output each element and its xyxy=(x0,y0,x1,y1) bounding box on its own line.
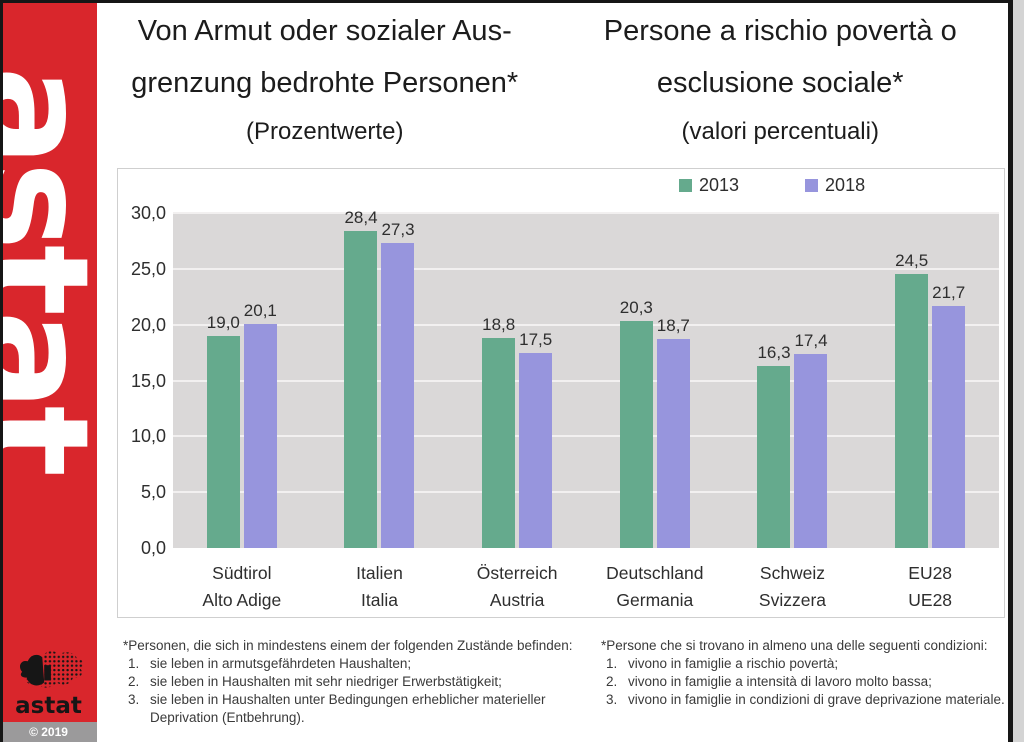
y-tick-label: 15,0 xyxy=(130,370,166,391)
bar-value-label: 17,4 xyxy=(794,330,828,350)
bar-2018-südtirol: 20,1 xyxy=(244,301,277,548)
footnote-italian-item: 3. vivono in famiglie in condizioni di g… xyxy=(606,692,1005,707)
bar-2018-eu28: 21,7 xyxy=(932,283,965,548)
slide-right-border xyxy=(1008,0,1013,742)
x-category-label-deutschland: Deutschland Germania xyxy=(606,563,704,610)
y-tick-label: 25,0 xyxy=(130,258,166,279)
bar-value-label: 17,5 xyxy=(519,329,553,349)
title-area: Von Armut oder sozialer Aus- grenzung be… xyxy=(97,0,1008,149)
gridline xyxy=(173,267,999,270)
slide-top-border xyxy=(0,0,1024,3)
bar-group-österreich: 18,8 17,5 xyxy=(448,213,586,548)
title-italian-line2: esclusione sociale* xyxy=(656,67,904,99)
chart-legend: 2013 2018 xyxy=(679,175,865,196)
title-german-line1: Von Armut oder sozialer Aus- xyxy=(137,15,512,47)
x-category-label-schweiz: Schweiz Svizzera xyxy=(758,563,827,610)
bar-2018-italien: 27,3 xyxy=(381,220,415,548)
title-german: Von Armut oder sozialer Aus- grenzung be… xyxy=(97,5,553,149)
legend-label: 2018 xyxy=(825,175,866,195)
bar-2013-österreich: 18,8 xyxy=(482,315,515,548)
bar-group-eu28: 24,5 21,7 xyxy=(861,213,999,548)
bar-group-schweiz: 16,3 17,4 xyxy=(724,213,862,548)
bar-2018-schweiz: 17,4 xyxy=(794,331,828,548)
gridline xyxy=(173,379,999,382)
bar-2013-italien: 28,4 xyxy=(344,208,378,548)
bar-value-label: 18,7 xyxy=(656,316,690,336)
slide-left-border xyxy=(0,0,3,742)
slide-content: Von Armut oder sozialer Aus- grenzung be… xyxy=(97,0,1008,742)
legend-item-2013: 2013 xyxy=(679,175,739,196)
subtitle-german: (Prozentwerte) xyxy=(246,118,404,145)
bar-group-deutschland: 20,3 18,7 xyxy=(586,213,724,548)
x-category-label-österreich: Österreich Austria xyxy=(476,563,558,610)
y-tick-label: 10,0 xyxy=(130,426,166,447)
gridline xyxy=(173,435,999,438)
y-axis-labels: 0,0 5,0 10,0 15,0 20,0 25,0 30,0 xyxy=(118,203,168,558)
y-tick-label: 5,0 xyxy=(140,482,166,503)
footnote-italian-item: 2. vivono in famiglie a intensità di lav… xyxy=(606,674,932,689)
x-category-label-eu28: EU28 UE28 xyxy=(908,563,953,610)
copyright-text: © 2019 xyxy=(29,725,68,739)
bar-value-label: 27,3 xyxy=(381,220,415,240)
bar-2013-eu28: 24,5 xyxy=(895,251,928,548)
footnote-german-intro: *Personen, die sich in mindestens einem … xyxy=(123,638,573,653)
bar-value-label: 28,4 xyxy=(344,207,378,227)
bar-2013-deutschland: 20,3 xyxy=(620,298,653,548)
bar-value-label: 24,5 xyxy=(895,251,929,271)
astat-sidebar: astat astat © 2019 xyxy=(0,0,97,742)
bar-group-südtirol: 19,0 20,1 xyxy=(173,213,311,548)
x-category-label-italien: Italien Italia xyxy=(356,563,403,610)
bar-2018-österreich: 17,5 xyxy=(519,330,552,548)
bar-value-label: 19,0 xyxy=(206,312,240,332)
title-german-line2: grenzung bedrohte Personen* xyxy=(131,67,519,99)
bar-chart: 2013 2018 0,0 5,0 10,0 15,0 20,0 25,0 30,0 19,0… xyxy=(117,168,1005,618)
y-tick-label: 30,0 xyxy=(130,203,166,223)
y-tick-label: 20,0 xyxy=(130,314,166,335)
title-italian-line1: Persone a rischio povertà o xyxy=(603,15,957,47)
legend-item-2018: 2018 xyxy=(805,175,865,196)
legend-swatch-2013 xyxy=(679,179,692,192)
bar-value-label: 20,1 xyxy=(243,300,277,320)
footnote-german-item: 1. sie leben in armutsgefährdeten Hausha… xyxy=(128,656,412,671)
title-italian: Persone a rischio povertà o esclusione s… xyxy=(553,5,1009,149)
gridline xyxy=(173,491,999,494)
legend-swatch-2018 xyxy=(805,179,819,192)
astat-logo-wordmark: astat xyxy=(15,693,82,719)
astat-vertical-wordmark: astat xyxy=(0,66,97,472)
footnote-german-item: 3. sie leben in Haushalten unter Bedingu… xyxy=(128,692,546,725)
plot-area: 19,0 20,1 28,4 27,3 18,8 17,5 20,3 18,7 16,3 17,4… xyxy=(173,208,999,548)
footnote-italian-intro: *Persone che si trovano in almeno una de… xyxy=(601,638,988,653)
footnote-german: *Personen, die sich in mindestens einem … xyxy=(123,637,601,727)
y-tick-label: 0,0 xyxy=(140,538,166,558)
bar-2013-schweiz: 16,3 xyxy=(757,343,791,548)
subtitle-italian: (valori percentuali) xyxy=(681,118,879,145)
bar-value-label: 20,3 xyxy=(619,298,653,318)
bar-value-label: 16,3 xyxy=(757,342,791,362)
slide-right-edge xyxy=(1013,0,1024,742)
legend-label: 2013 xyxy=(699,175,740,195)
gridline xyxy=(173,212,999,214)
bar-2018-deutschland: 18,7 xyxy=(657,316,690,548)
footnotes: *Personen, die sich in mindestens einem … xyxy=(123,637,1007,727)
footnote-italian: *Persone che si trovano in almeno una de… xyxy=(601,637,1007,727)
bar-value-label: 18,8 xyxy=(482,315,516,335)
bar-group-italien: 28,4 27,3 xyxy=(311,208,449,548)
copyright-bar: © 2019 xyxy=(0,722,97,742)
x-axis-labels: Südtirol Alto Adige Italien Italia Österreic… xyxy=(173,560,999,616)
bar-2013-südtirol: 19,0 xyxy=(207,313,240,548)
gridline xyxy=(173,323,999,326)
southtyrol-map-icon xyxy=(19,651,83,688)
x-category-label-südtirol: Südtirol Alto Adige xyxy=(202,563,282,610)
astat-logo: astat xyxy=(0,646,97,719)
footnote-german-item: 2. sie leben in Haushalten mit sehr nied… xyxy=(128,674,502,689)
footnote-italian-item: 1. vivono in famiglie a rischio povertà; xyxy=(606,656,839,671)
bar-value-label: 21,7 xyxy=(932,282,966,302)
